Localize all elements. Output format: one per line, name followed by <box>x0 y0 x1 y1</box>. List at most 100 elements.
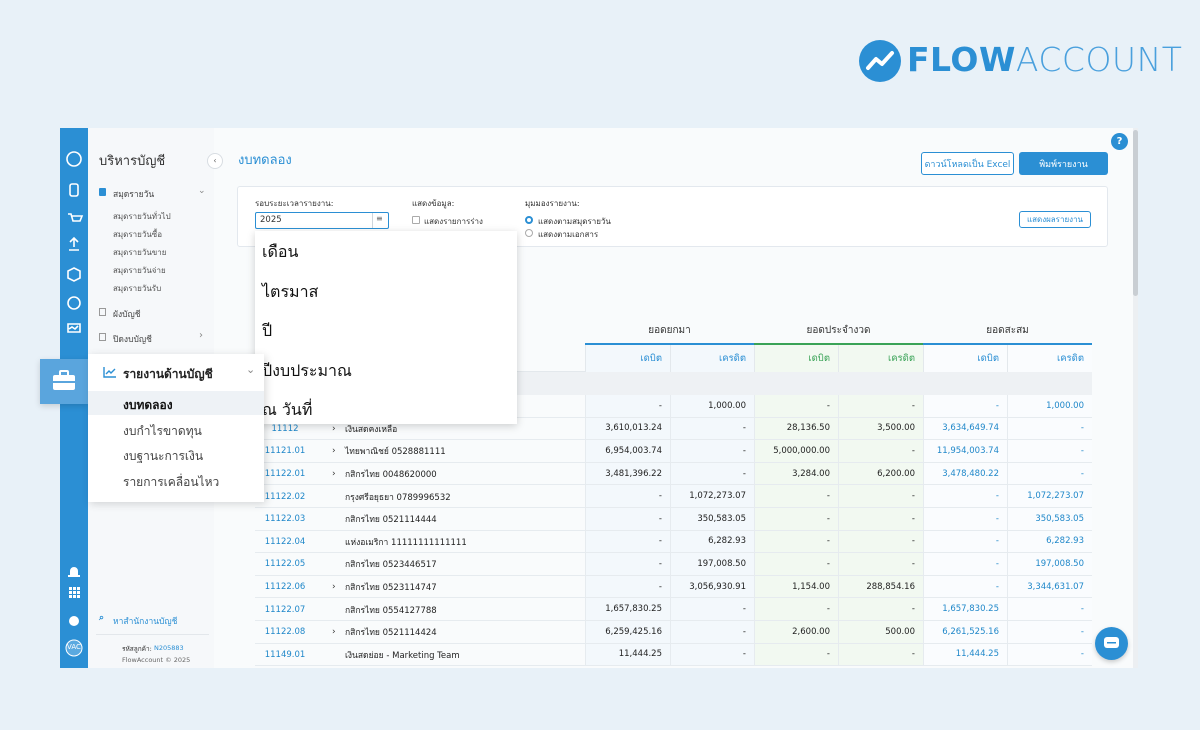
logo-bold: FLOW <box>907 40 1016 79</box>
amount: - <box>585 508 670 530</box>
avatar[interactable]: VAC <box>67 643 81 651</box>
column-header[interactable]: เครดิต <box>1007 345 1092 372</box>
search-icon: ⌕ <box>99 613 105 623</box>
account-code[interactable]: 11122.05 <box>264 559 306 570</box>
amount: - <box>923 530 1007 553</box>
journal-item[interactable]: สมุดรายวันขาย <box>113 248 167 257</box>
dropdown-option[interactable]: ไตรมาส <box>262 281 319 301</box>
account-code[interactable]: 11112 <box>271 423 299 434</box>
group-header: ยอดยกมา <box>585 318 754 345</box>
help-button[interactable]: ? <box>1111 133 1128 150</box>
radio[interactable] <box>525 229 533 237</box>
amount: - <box>754 530 838 553</box>
amount: - <box>838 508 923 530</box>
menu-item[interactable]: รายการเคลื่อนไหว <box>123 475 220 490</box>
amount: 1,072,273.07 <box>1007 485 1092 507</box>
expand-arrow[interactable]: › <box>332 627 336 638</box>
account-code[interactable]: 11122.03 <box>264 514 306 525</box>
amount: - <box>838 530 923 553</box>
amount: 5,000,000.00 <box>754 440 838 462</box>
column-header[interactable]: เครดิต <box>838 345 923 372</box>
dropdown-option[interactable]: ณ วันที่ <box>262 400 313 419</box>
amount: - <box>670 440 754 462</box>
amount: - <box>585 530 670 553</box>
amount: - <box>1007 462 1092 485</box>
account-code[interactable]: 11122.01 <box>264 469 306 480</box>
amount: - <box>585 575 670 598</box>
scroll-thumb[interactable] <box>1133 130 1138 296</box>
menu-item[interactable]: งบฐานะการเงิน <box>123 449 204 464</box>
account-name: เงินสดคงเหลือ <box>345 424 398 435</box>
apply-button[interactable]: แสดงผลรายงาน <box>1019 211 1091 228</box>
account-name: กสิกรไทย 0554127788 <box>345 605 437 616</box>
column-header[interactable]: เดบิต <box>754 345 838 372</box>
account-name: ไทยพาณิชย์ 0528881111 <box>345 447 446 458</box>
amount: - <box>838 598 923 620</box>
amount: - <box>754 395 838 417</box>
dropdown-option[interactable]: เดือน <box>262 242 299 261</box>
row-line <box>255 552 1092 554</box>
dropdown-option[interactable]: ปี <box>262 321 273 340</box>
amount: 6,261,525.16 <box>923 621 1007 643</box>
radio[interactable] <box>525 216 533 224</box>
coa-label[interactable]: ผังบัญชี <box>113 310 141 320</box>
dropdown-option[interactable]: ปีงบประมาณ <box>262 360 352 380</box>
download-button[interactable]: ดาวน์โหลดเป็น Excel <box>921 152 1014 175</box>
account-code[interactable]: 11149.01 <box>264 649 306 660</box>
amount: - <box>923 485 1007 507</box>
group-header: ยอดประจำงวด <box>754 318 923 345</box>
amount: - <box>585 553 670 575</box>
amount: 11,444.25 <box>585 643 670 666</box>
menu-item[interactable]: งบทดลอง <box>123 398 173 412</box>
journal-item[interactable]: สมุดรายวันรับ <box>113 284 162 293</box>
menu-title: รายงานด้านบัญชี <box>123 367 213 381</box>
view-label: มุมมองรายงาน: <box>525 199 580 208</box>
amount: 6,954,003.74 <box>585 440 670 462</box>
journal-item[interactable]: สมุดรายวันซื้อ <box>113 230 163 239</box>
draft-checkbox[interactable] <box>412 216 420 224</box>
account-code[interactable]: 11121.01 <box>264 446 306 457</box>
account-name: แห่งอเมริกา 11111111111111 <box>345 537 467 548</box>
sidebar-title: บริหารบัญชี <box>99 154 166 169</box>
journal-item[interactable]: สมุดรายวันจ่าย <box>113 266 166 275</box>
amount: - <box>923 395 1007 417</box>
account-code[interactable]: 11122.07 <box>264 604 306 615</box>
chart-icon <box>103 367 116 378</box>
journal-item[interactable]: สมุดรายวันทั่วไป <box>113 212 171 221</box>
journal-label[interactable]: สมุดรายวัน <box>113 190 155 200</box>
chat-icon <box>1104 637 1119 648</box>
column-header[interactable]: เดบิต <box>585 345 670 372</box>
account-code[interactable]: 11122.04 <box>264 536 306 547</box>
amount: - <box>1007 440 1092 462</box>
coa-icon <box>99 308 106 316</box>
expand-arrow[interactable]: › <box>332 446 336 457</box>
amount: 1,072,273.07 <box>670 485 754 507</box>
closing-label[interactable]: ปิดงบบัญชี <box>113 335 152 345</box>
period-select[interactable] <box>255 212 389 229</box>
account-name: กสิกรไทย 0048620000 <box>345 470 437 481</box>
expand-arrow[interactable]: › <box>332 582 336 593</box>
radio-label: แสดงตามเอกสาร <box>538 230 599 239</box>
account-name: กสิกรไทย 0523114747 <box>345 583 437 594</box>
column-header[interactable]: เครดิต <box>670 345 754 372</box>
account-name: เงินสดย่อย - Marketing Team <box>345 650 460 661</box>
expand-arrow[interactable]: › <box>332 423 336 434</box>
icon-column-bottom <box>65 567 83 657</box>
report-menu: 📈รายงานด้านบัญชี⌄งบทดลองงบกำไรขาดทุนงบฐา… <box>88 354 264 502</box>
print-button[interactable]: พิมพ์รายงาน <box>1019 152 1108 175</box>
row-line <box>255 597 1092 599</box>
account-code[interactable]: 11122.02 <box>264 491 306 502</box>
account-name: กรุงศรีอยุธยา 0789996532 <box>345 492 451 503</box>
journal-icon <box>99 188 106 196</box>
amount: - <box>838 395 923 417</box>
divider <box>96 634 209 635</box>
collapse-button[interactable]: ‹ <box>207 153 223 169</box>
search-link[interactable]: หาสำนักงานบัญชี <box>113 617 178 627</box>
expand-arrow[interactable]: › <box>332 469 336 480</box>
account-code[interactable]: 11122.08 <box>264 627 306 638</box>
column-header[interactable]: เดบิต <box>923 345 1007 372</box>
closing-icon <box>99 333 106 341</box>
account-code[interactable]: 11122.06 <box>264 582 306 593</box>
menu-item[interactable]: งบกำไรขาดทุน <box>123 423 202 438</box>
